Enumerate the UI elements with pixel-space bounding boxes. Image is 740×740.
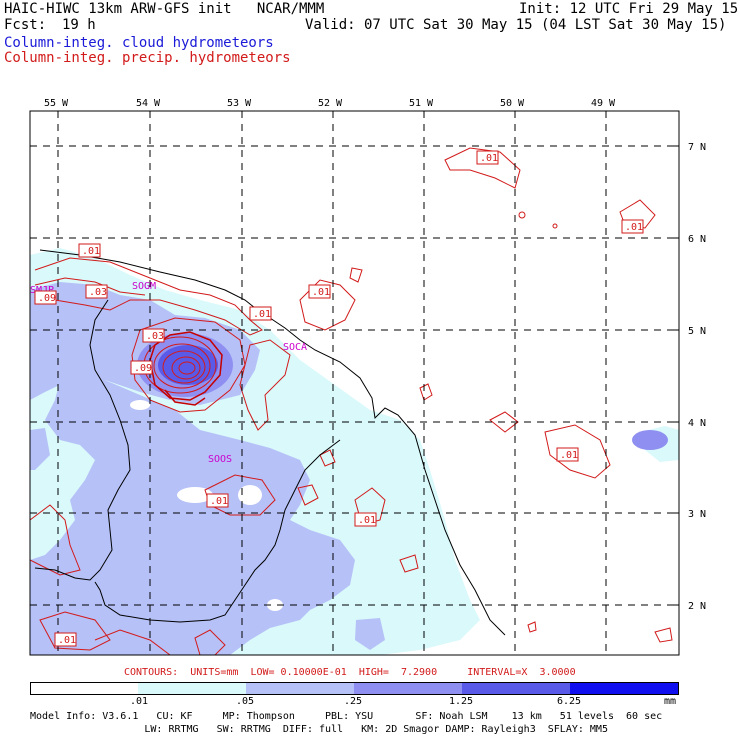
lat-label: 6 N bbox=[688, 234, 706, 245]
contour-label: .01 bbox=[54, 632, 77, 647]
contour-info: CONTOURS: UNITS=mm LOW= 0.10000E-01 HIGH… bbox=[124, 667, 576, 678]
model-info-line1: Model Info: V3.6.1 CU: KF MP: Thompson P… bbox=[30, 711, 663, 722]
svg-text:.01: .01 bbox=[560, 450, 578, 461]
graticule bbox=[30, 111, 679, 655]
contour-label: .09 bbox=[130, 360, 153, 375]
lon-label: 54 W bbox=[136, 98, 161, 109]
contour-label: .01 bbox=[249, 306, 272, 321]
svg-text:.01: .01 bbox=[312, 287, 330, 298]
axis-ticks bbox=[57, 111, 679, 606]
contour-label: .01 bbox=[78, 243, 101, 258]
svg-text:.01: .01 bbox=[480, 153, 498, 164]
station-label: SOOS bbox=[208, 454, 232, 465]
contour-label: .01 bbox=[476, 150, 499, 165]
contour-label: .03 bbox=[142, 328, 165, 343]
svg-text:.01: .01 bbox=[253, 309, 271, 320]
svg-text:.01: .01 bbox=[58, 635, 76, 646]
lat-label: 3 N bbox=[688, 509, 706, 520]
init-time: Init: 12 UTC Fri 29 May 15 bbox=[519, 1, 739, 17]
cloud-shading-gaps bbox=[130, 400, 283, 611]
contour-value-labels: .01 .01 .03 .09 .03 .09 .01 .01 .01 .01 … bbox=[34, 150, 644, 647]
legend-swatch bbox=[462, 682, 570, 695]
legend-swatch bbox=[246, 682, 354, 695]
cloud-field-label: Column-integ. cloud hydrometeors bbox=[4, 35, 274, 51]
svg-text:.01: .01 bbox=[210, 496, 228, 507]
legend-tick: 1.25 bbox=[449, 696, 474, 707]
svg-text:.03: .03 bbox=[89, 287, 107, 298]
lon-label: 50 W bbox=[500, 98, 525, 109]
station-label: SOCA bbox=[283, 342, 307, 353]
station-label: SOGM bbox=[132, 281, 156, 292]
legend-tick: .25 bbox=[344, 696, 363, 707]
forecast-hour: 19 h bbox=[62, 17, 96, 33]
contour-label: .01 bbox=[354, 512, 377, 527]
precip-core-rings bbox=[149, 331, 223, 406]
map-frame bbox=[29, 110, 680, 656]
coastline bbox=[34, 249, 506, 636]
lat-label: 5 N bbox=[688, 326, 706, 337]
legend-swatch bbox=[570, 682, 679, 695]
lon-label: 55 W bbox=[44, 98, 69, 109]
precip-field-label: Column-integ. precip. hydrometeors bbox=[4, 50, 291, 66]
legend-swatch bbox=[138, 682, 246, 695]
precip-contours bbox=[30, 147, 673, 655]
legend-swatch bbox=[30, 682, 139, 695]
svg-text:.01: .01 bbox=[358, 515, 376, 526]
longitude-labels: 55 W 54 W 53 W 52 W 51 W 50 W 49 W bbox=[44, 98, 616, 109]
forecast-label: Fcst: bbox=[4, 17, 47, 33]
legend-tick: 6.25 bbox=[557, 696, 582, 707]
contour-label: .01 bbox=[556, 447, 579, 462]
lat-label: 2 N bbox=[688, 601, 706, 612]
valid-time: Valid: 07 UTC Sat 30 May 15 (04 LST Sat … bbox=[305, 17, 727, 33]
latitude-labels: 7 N 6 N 5 N 4 N 3 N 2 N bbox=[688, 142, 706, 612]
contour-label: .01 bbox=[621, 219, 644, 234]
lon-label: 51 W bbox=[409, 98, 434, 109]
contour-label: .09 bbox=[34, 290, 57, 305]
svg-text:.09: .09 bbox=[134, 363, 152, 374]
contour-label: .03 bbox=[85, 284, 108, 299]
lon-label: 49 W bbox=[591, 98, 616, 109]
legend-swatch bbox=[354, 682, 462, 695]
svg-text:.09: .09 bbox=[38, 293, 56, 304]
plot-title: HAIC-HIWC 13km ARW-GFS init NCAR/MMM bbox=[4, 1, 325, 17]
contour-label: .01 bbox=[206, 493, 229, 508]
legend-tick: .01 bbox=[130, 696, 149, 707]
model-info-line2: LW: RRTMG SW: RRTMG DIFF: full KM: 2D Sm… bbox=[30, 724, 608, 735]
contour-label: .01 bbox=[308, 284, 331, 299]
svg-text:.01: .01 bbox=[82, 246, 100, 257]
legend-tick: .05 bbox=[236, 696, 255, 707]
svg-text:.01: .01 bbox=[625, 222, 643, 233]
legend-unit: mm bbox=[664, 696, 677, 707]
lat-label: 7 N bbox=[688, 142, 706, 153]
lon-label: 52 W bbox=[318, 98, 343, 109]
svg-text:.03: .03 bbox=[146, 331, 164, 342]
lat-label: 4 N bbox=[688, 418, 706, 429]
lon-label: 53 W bbox=[227, 98, 252, 109]
